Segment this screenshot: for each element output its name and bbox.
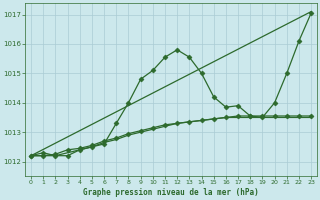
X-axis label: Graphe pression niveau de la mer (hPa): Graphe pression niveau de la mer (hPa) xyxy=(83,188,259,197)
